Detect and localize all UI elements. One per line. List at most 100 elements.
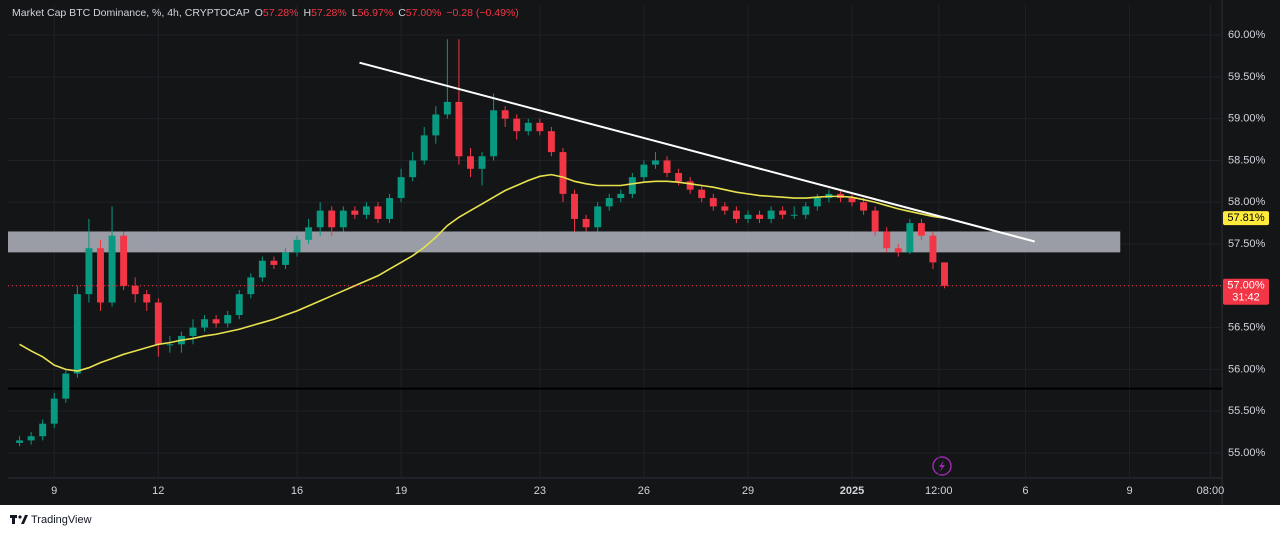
candle-body: [85, 248, 93, 295]
x-tick-label: 9: [51, 485, 57, 497]
x-tick-label: 26: [638, 485, 650, 497]
event-icon-bolt: [939, 460, 945, 472]
x-tick-label: 12: [152, 485, 164, 497]
price-countdown: 31:42: [1232, 292, 1260, 304]
candle-body: [513, 118, 521, 132]
candle-body: [212, 319, 220, 324]
candle-body: [617, 193, 625, 199]
candle-body: [756, 214, 763, 219]
ohlc-key: C: [398, 7, 406, 19]
candle-body: [374, 206, 382, 219]
y-tick-label: 57.50%: [1228, 238, 1266, 250]
candle-body: [490, 110, 498, 157]
candle-body: [582, 218, 590, 228]
candle-body: [108, 235, 116, 303]
x-tick-label: 6: [1022, 485, 1028, 497]
candle-body: [894, 248, 902, 253]
candle-body: [397, 177, 405, 199]
candle-body: [651, 160, 659, 165]
y-tick-label: 58.50%: [1228, 154, 1266, 166]
candle-body: [848, 198, 856, 203]
candle-body: [767, 210, 775, 219]
x-tick-label: 29: [742, 485, 754, 497]
candle-body: [143, 294, 151, 303]
candle-body: [732, 210, 740, 219]
candle-body: [201, 319, 209, 328]
candle-body: [282, 252, 289, 265]
candle-body: [73, 294, 81, 374]
candle-body: [467, 156, 474, 169]
candle-body: [443, 101, 451, 115]
x-tick-label: 2025: [840, 485, 864, 497]
candle-body: [813, 198, 821, 207]
candle-body: [97, 248, 104, 303]
candle-body: [362, 206, 370, 215]
trendline: [359, 61, 1035, 243]
candle-body: [455, 101, 463, 157]
candle-body: [224, 315, 232, 324]
candle-body: [258, 260, 266, 278]
price-label-bg: [1223, 211, 1269, 226]
candle-body: [166, 344, 174, 346]
event-icon[interactable]: [932, 456, 952, 476]
candle-body: [62, 373, 70, 399]
candle-body: [524, 122, 532, 132]
y-tick-label: 58.00%: [1228, 196, 1266, 208]
y-tick-label: 55.00%: [1228, 447, 1266, 459]
price-label: 57.81%: [1227, 212, 1265, 224]
candle-body: [709, 198, 717, 207]
candle-body: [339, 210, 347, 228]
candle-body: [883, 231, 891, 249]
candle-body: [420, 135, 428, 161]
candle-body: [478, 156, 486, 169]
candle-body: [501, 110, 509, 119]
candle-body: [39, 423, 47, 437]
tradingview-logo: [10, 515, 28, 524]
ohlc-value: 57.28%: [311, 7, 347, 19]
price-label-bg: [1223, 278, 1269, 305]
ohlc-key: L: [352, 7, 358, 19]
candle-body: [686, 181, 694, 190]
ohlc-key: O: [255, 7, 263, 19]
candle-body: [941, 262, 948, 286]
footer-background: [0, 505, 1280, 535]
ohlc-value: 56.97%: [358, 7, 394, 19]
candle-body: [50, 398, 58, 424]
candle-body: [721, 206, 729, 211]
candle-body: [154, 302, 162, 345]
candle-body: [270, 260, 278, 265]
candle-body: [235, 294, 243, 316]
x-tick-label: 16: [291, 485, 303, 497]
candle-body: [779, 210, 787, 215]
y-tick-label: 60.00%: [1228, 29, 1266, 41]
zone: [8, 231, 1121, 253]
price-label: 57.00%: [1227, 280, 1265, 292]
candle-body: [605, 198, 613, 207]
candle-body: [120, 235, 128, 286]
ohlc-value: 57.00%: [406, 7, 442, 19]
y-tick-label: 59.50%: [1228, 71, 1266, 83]
candle-body: [906, 223, 914, 253]
candle-body: [628, 177, 636, 194]
y-tick-label: 56.50%: [1228, 321, 1266, 333]
candle-body: [328, 210, 336, 228]
candle-body: [559, 152, 567, 194]
candle-body: [871, 210, 879, 232]
candle-body: [929, 235, 937, 263]
ohlc-value: 57.28%: [263, 7, 299, 19]
chart-header: Market Cap BTC Dominance, %, 4h, CRYPTOC…: [12, 7, 519, 19]
candle-body: [536, 122, 544, 132]
candle-body: [16, 440, 24, 443]
candle-body: [744, 214, 752, 219]
moving-average: [19, 173, 945, 372]
candle-body: [571, 193, 579, 219]
y-tick-label: 56.00%: [1228, 363, 1266, 375]
candle-body: [917, 223, 925, 236]
footer-brand: TradingView: [31, 514, 92, 526]
x-tick-label: 08:00: [1197, 485, 1225, 497]
y-tick-label: 59.00%: [1228, 113, 1266, 125]
chart-background: [0, 0, 1280, 505]
candle-body: [247, 277, 255, 295]
